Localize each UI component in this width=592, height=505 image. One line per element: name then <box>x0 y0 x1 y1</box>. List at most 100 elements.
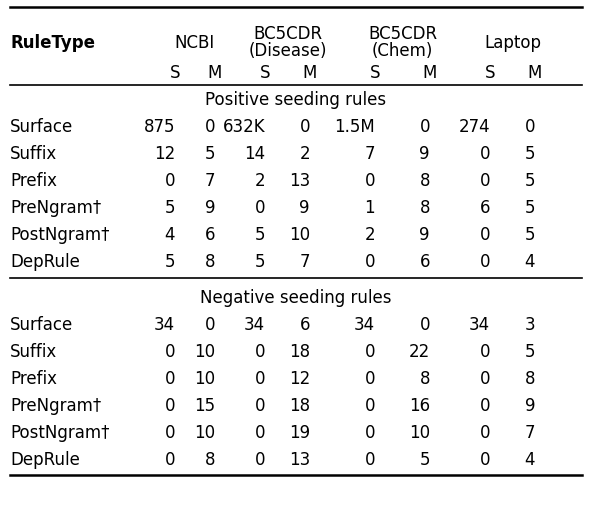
Text: 0: 0 <box>165 342 175 360</box>
Text: 14: 14 <box>244 145 265 163</box>
Text: 8: 8 <box>420 198 430 217</box>
Text: 5: 5 <box>420 450 430 468</box>
Text: 34: 34 <box>154 315 175 333</box>
Text: 9: 9 <box>204 198 215 217</box>
Text: 0: 0 <box>420 118 430 136</box>
Text: 0: 0 <box>365 252 375 271</box>
Text: 0: 0 <box>480 145 490 163</box>
Text: S: S <box>485 64 496 82</box>
Text: 12: 12 <box>154 145 175 163</box>
Text: 5: 5 <box>525 226 535 243</box>
Text: 4: 4 <box>525 450 535 468</box>
Text: 0: 0 <box>255 423 265 441</box>
Text: 0: 0 <box>255 450 265 468</box>
Text: 10: 10 <box>194 423 215 441</box>
Text: 13: 13 <box>289 172 310 189</box>
Text: 0: 0 <box>255 396 265 414</box>
Text: 0: 0 <box>255 198 265 217</box>
Text: NCBI: NCBI <box>175 33 215 52</box>
Text: 0: 0 <box>204 118 215 136</box>
Text: 18: 18 <box>289 396 310 414</box>
Text: Laptop: Laptop <box>484 33 541 52</box>
Text: 10: 10 <box>194 342 215 360</box>
Text: 0: 0 <box>255 342 265 360</box>
Text: 7: 7 <box>300 252 310 271</box>
Text: S: S <box>260 64 271 82</box>
Text: BC5CDR: BC5CDR <box>253 25 322 43</box>
Text: 7: 7 <box>365 145 375 163</box>
Text: PostNgram†: PostNgram† <box>10 423 110 441</box>
Text: 13: 13 <box>289 450 310 468</box>
Text: 4: 4 <box>525 252 535 271</box>
Text: 5: 5 <box>525 198 535 217</box>
Text: 0: 0 <box>480 423 490 441</box>
Text: M: M <box>303 64 317 82</box>
Text: 0: 0 <box>165 423 175 441</box>
Text: 12: 12 <box>289 369 310 387</box>
Text: 875: 875 <box>143 118 175 136</box>
Text: 15: 15 <box>194 396 215 414</box>
Text: 5: 5 <box>204 145 215 163</box>
Text: 8: 8 <box>204 252 215 271</box>
Text: 7: 7 <box>525 423 535 441</box>
Text: 0: 0 <box>365 450 375 468</box>
Text: 9: 9 <box>420 145 430 163</box>
Text: BC5CDR: BC5CDR <box>368 25 437 43</box>
Text: 0: 0 <box>480 369 490 387</box>
Text: 0: 0 <box>365 369 375 387</box>
Text: 10: 10 <box>289 226 310 243</box>
Text: 0: 0 <box>204 315 215 333</box>
Text: 0: 0 <box>420 315 430 333</box>
Text: 0: 0 <box>365 342 375 360</box>
Text: 22: 22 <box>408 342 430 360</box>
Text: 34: 34 <box>354 315 375 333</box>
Text: 632K: 632K <box>223 118 265 136</box>
Text: 7: 7 <box>204 172 215 189</box>
Text: Positive seeding rules: Positive seeding rules <box>205 91 387 109</box>
Text: Suffix: Suffix <box>10 145 57 163</box>
Text: Surface: Surface <box>10 315 73 333</box>
Text: 2: 2 <box>255 172 265 189</box>
Text: 5: 5 <box>165 198 175 217</box>
Text: 2: 2 <box>300 145 310 163</box>
Text: 4: 4 <box>165 226 175 243</box>
Text: 0: 0 <box>165 450 175 468</box>
Text: 5: 5 <box>525 145 535 163</box>
Text: 0: 0 <box>365 396 375 414</box>
Text: 8: 8 <box>420 172 430 189</box>
Text: DepRule: DepRule <box>10 252 80 271</box>
Text: 5: 5 <box>525 342 535 360</box>
Text: 10: 10 <box>409 423 430 441</box>
Text: Prefix: Prefix <box>10 369 57 387</box>
Text: 8: 8 <box>204 450 215 468</box>
Text: 274: 274 <box>458 118 490 136</box>
Text: 6: 6 <box>204 226 215 243</box>
Text: RuleType: RuleType <box>10 33 95 52</box>
Text: 0: 0 <box>480 226 490 243</box>
Text: 0: 0 <box>165 172 175 189</box>
Text: 0: 0 <box>480 252 490 271</box>
Text: 3: 3 <box>525 315 535 333</box>
Text: PreNgram†: PreNgram† <box>10 198 101 217</box>
Text: 9: 9 <box>525 396 535 414</box>
Text: 0: 0 <box>165 369 175 387</box>
Text: 0: 0 <box>300 118 310 136</box>
Text: 0: 0 <box>255 369 265 387</box>
Text: Negative seeding rules: Negative seeding rules <box>200 288 392 306</box>
Text: 6: 6 <box>300 315 310 333</box>
Text: 1: 1 <box>364 198 375 217</box>
Text: S: S <box>370 64 380 82</box>
Text: 34: 34 <box>244 315 265 333</box>
Text: 19: 19 <box>289 423 310 441</box>
Text: PostNgram†: PostNgram† <box>10 226 110 243</box>
Text: 5: 5 <box>255 226 265 243</box>
Text: 2: 2 <box>364 226 375 243</box>
Text: 18: 18 <box>289 342 310 360</box>
Text: S: S <box>170 64 180 82</box>
Text: 0: 0 <box>480 342 490 360</box>
Text: Prefix: Prefix <box>10 172 57 189</box>
Text: 1.5M: 1.5M <box>334 118 375 136</box>
Text: 0: 0 <box>165 396 175 414</box>
Text: 0: 0 <box>525 118 535 136</box>
Text: 8: 8 <box>525 369 535 387</box>
